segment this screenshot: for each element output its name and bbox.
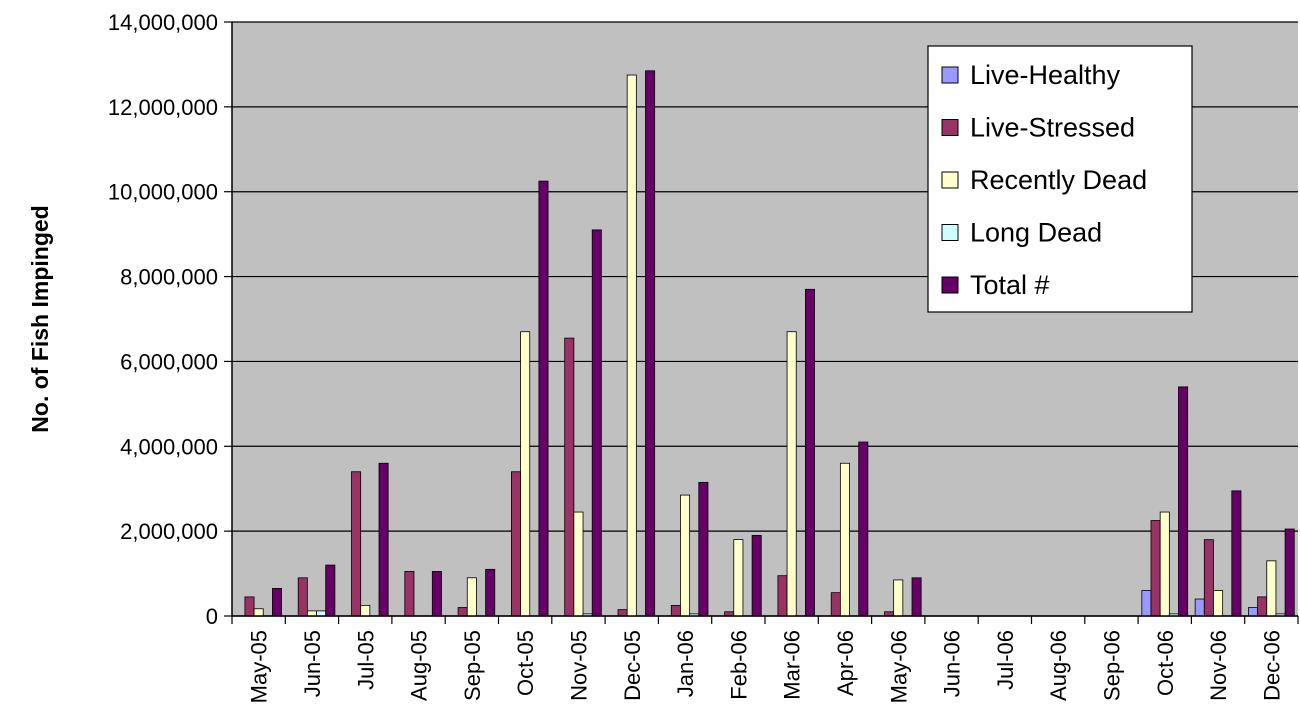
bars <box>244 70 1295 617</box>
legend-swatch-total <box>941 276 959 294</box>
bar-total-may-05 <box>271 588 282 617</box>
legend-swatch-live-healthy <box>941 66 959 84</box>
y-tick-label: 4,000,000 <box>120 434 218 459</box>
bar-recently-dead-jun-05 <box>306 610 317 617</box>
x-tick-label: Aug-06 <box>1046 630 1071 701</box>
x-tick-label: Jul-05 <box>353 630 378 690</box>
y-tick-label: 10,000,000 <box>108 180 218 205</box>
bar-recently-dead-oct-06 <box>1159 511 1170 617</box>
x-tick-label: Mar-06 <box>780 630 805 700</box>
bar-live-stressed-nov-06 <box>1203 539 1214 617</box>
x-tick-label: Jun-06 <box>940 630 965 697</box>
bar-recently-dead-apr-06 <box>839 462 850 617</box>
bar-total-nov-06 <box>1231 490 1242 617</box>
x-tick-label: Sep-06 <box>1099 630 1124 701</box>
x-tick-label: Jan-06 <box>673 630 698 697</box>
legend-items: Live-Healthy Live-Stressed Recently Dead Lo… <box>941 60 1147 300</box>
x-tick-labels: May-05 Jun-05 Jul-05 Aug-05 Sep-05 Oct-05 Nov-… <box>247 630 1285 703</box>
y-tick-label: 8,000,000 <box>120 265 218 290</box>
bar-recently-dead-oct-05 <box>520 331 531 617</box>
bar-live-stressed-dec-05 <box>617 609 628 617</box>
bar-total-jun-05 <box>325 564 336 617</box>
bar-live-stressed-jun-05 <box>297 577 308 617</box>
legend-label-live-stressed: Live-Stressed <box>970 113 1135 143</box>
x-tick-label: Nov-05 <box>566 630 591 701</box>
y-tick-label: 2,000,000 <box>120 519 218 544</box>
bar-recently-dead-sep-05 <box>466 577 477 617</box>
bar-live-stressed-dec-06 <box>1257 596 1268 617</box>
axes <box>224 21 1299 624</box>
y-axis-title: No. of Fish Impinged <box>27 205 53 432</box>
bar-total-mar-06 <box>805 288 815 617</box>
y-tick-label: 14,000,000 <box>108 10 218 35</box>
bar-total-sep-05 <box>485 568 496 617</box>
bar-live-stressed-aug-05 <box>404 571 415 617</box>
bar-recently-dead-dec-05 <box>626 74 637 617</box>
bar-live-stressed-jul-05 <box>351 471 362 617</box>
bar-recently-dead-feb-06 <box>733 539 744 617</box>
bar-recently-dead-mar-06 <box>786 331 797 617</box>
legend-swatch-recently-dead <box>941 171 959 189</box>
bar-live-stressed-mar-06 <box>777 575 788 617</box>
x-tick-label: Oct-05 <box>513 630 538 696</box>
legend-label-long-dead: Long Dead <box>970 218 1102 248</box>
y-tick-label: 12,000,000 <box>108 95 218 120</box>
bar-recently-dead-jul-05 <box>360 604 371 617</box>
bar-total-apr-06 <box>858 441 869 617</box>
bar-recently-dead-may-05 <box>253 608 264 617</box>
legend-box <box>927 45 1193 313</box>
bar-total-dec-05 <box>645 70 656 617</box>
bar-total-may-06 <box>911 577 922 617</box>
legend: Live-Healthy Live-Stressed Recently Dead Lo… <box>927 45 1193 313</box>
x-tick-label: Sep-05 <box>460 630 485 701</box>
bar-live-stressed-nov-05 <box>564 337 575 617</box>
bar-live-stressed-oct-05 <box>510 471 521 617</box>
x-tick-label: May-06 <box>886 630 911 703</box>
y-tick-label: 6,000,000 <box>120 349 218 374</box>
x-tick-label: May-05 <box>247 630 272 703</box>
bar-live-healthy-oct-06 <box>1141 590 1152 617</box>
x-tick-label: Apr-06 <box>833 630 858 696</box>
legend-label-recently-dead: Recently Dead <box>970 165 1147 195</box>
bar-recently-dead-nov-05 <box>573 511 584 617</box>
bar-total-oct-05 <box>538 180 549 617</box>
bar-total-jan-06 <box>698 481 709 617</box>
bar-live-stressed-jan-06 <box>670 604 681 617</box>
legend-label-live-healthy: Live-Healthy <box>970 60 1121 90</box>
bar-recently-dead-jan-06 <box>680 494 691 617</box>
bar-live-stressed-sep-05 <box>457 607 468 617</box>
x-tick-label: Feb-06 <box>726 630 751 700</box>
bar-total-oct-06 <box>1178 386 1189 617</box>
legend-swatch-live-stressed <box>941 119 959 136</box>
bar-live-stressed-oct-06 <box>1150 520 1161 617</box>
x-tick-label: Aug-05 <box>407 630 432 701</box>
bar-live-stressed-may-05 <box>244 596 255 617</box>
bar-recently-dead-dec-06 <box>1266 560 1277 617</box>
x-tick-label: Jul-06 <box>993 630 1018 690</box>
bar-long-dead-jun-05 <box>316 610 327 617</box>
bar-live-stressed-apr-06 <box>830 592 841 617</box>
x-tick-label: Dec-05 <box>620 630 645 701</box>
bar-live-healthy-dec-06 <box>1248 607 1259 617</box>
bar-total-feb-06 <box>751 534 762 617</box>
legend-label-total: Total # <box>970 270 1050 300</box>
y-tick-labels: 0 2,000,000 4,000,000 6,000,000 8,000,000 10,… <box>108 10 218 629</box>
bar-recently-dead-nov-06 <box>1213 590 1224 617</box>
x-tick-label: Oct-06 <box>1153 630 1178 696</box>
x-tick-label: Dec-06 <box>1259 630 1284 701</box>
bar-total-dec-06 <box>1284 528 1295 617</box>
y-tick-label: 0 <box>206 604 218 629</box>
bar-live-healthy-nov-06 <box>1194 598 1205 617</box>
x-tick-label: Nov-06 <box>1206 630 1231 701</box>
bar-total-jul-05 <box>378 462 389 617</box>
bar-recently-dead-may-06 <box>893 579 904 617</box>
x-tick-label: Jun-05 <box>300 630 325 697</box>
legend-swatch-long-dead <box>941 224 959 241</box>
bar-total-aug-05 <box>431 571 442 617</box>
bar-total-nov-05 <box>591 229 602 617</box>
